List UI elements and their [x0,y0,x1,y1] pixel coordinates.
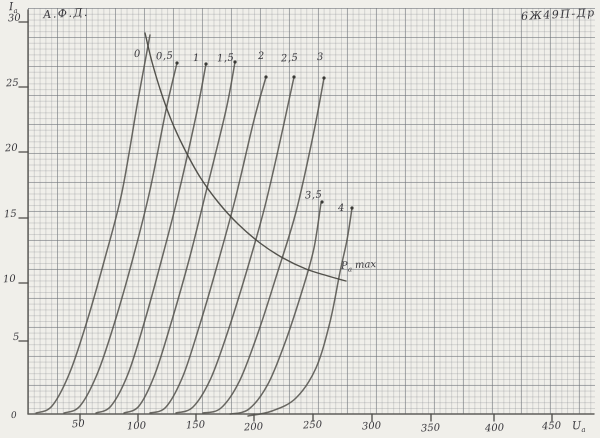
characteristic-curve-1 [95,63,207,414]
y-tick-label-25: 25 [5,77,19,90]
curve-label-0,5: 0,5 [155,50,174,63]
characteristic-curve-0,5 [63,62,178,414]
x-tick-label-50: 50 [71,418,85,431]
y-tick-label-30: 30 [7,12,21,25]
x-tick-label-150: 150 [185,419,206,432]
curve-end-dot [264,75,268,79]
characteristic-curve-4 [247,207,353,417]
characteristic-curve-1,5 [123,61,236,414]
curve-label-3: 3 [316,51,325,64]
curve-end-dot [204,62,208,66]
characteristic-curve-3,5 [229,202,322,415]
x-axis-symbol: Ua [571,418,586,435]
curve-label-4: 4 [337,202,346,215]
curve-label-1: 1 [192,52,201,65]
curve-label-1,5: 1,5 [216,52,235,65]
y-tick-label-20: 20 [4,142,18,155]
x-tick-label-450: 450 [541,420,562,433]
millimeter-grid [28,8,595,414]
curve-label-2,5: 2,5 [280,52,299,65]
characteristic-curve-2 [149,76,267,414]
curve-end-dot [175,61,179,65]
pa-max-curve [144,32,347,282]
curve-end-dot [292,75,296,79]
curve-label-0: 0 [133,48,142,61]
curve-end-dot [322,76,326,80]
x-tick-label-250: 250 [302,419,323,432]
y-tick-label-15: 15 [3,208,17,221]
curve-end-dot [350,206,354,210]
x-tick-label-300: 300 [361,420,382,433]
origin-label: 0 [10,410,17,422]
characteristic-curve-0 [35,34,151,414]
x-tick-label-200: 200 [243,421,264,434]
curve-end-dot [233,60,237,64]
characteristic-curve-2,5 [175,76,295,414]
x-tick-label-350: 350 [420,422,441,435]
curve-label-3,5: 3,5 [304,189,323,202]
curve-end-dot [320,200,324,204]
pa-max-label: Pa max [340,259,377,274]
curve-label-2: 2 [257,50,266,63]
author-initials: А.Ф.Д. [42,5,90,22]
characteristic-curve-3 [202,77,325,414]
y-tick-label-5: 5 [12,331,20,344]
x-tick-label-400: 400 [484,422,505,435]
y-tick-label-10: 10 [2,273,16,286]
x-tick-label-100: 100 [126,420,147,433]
